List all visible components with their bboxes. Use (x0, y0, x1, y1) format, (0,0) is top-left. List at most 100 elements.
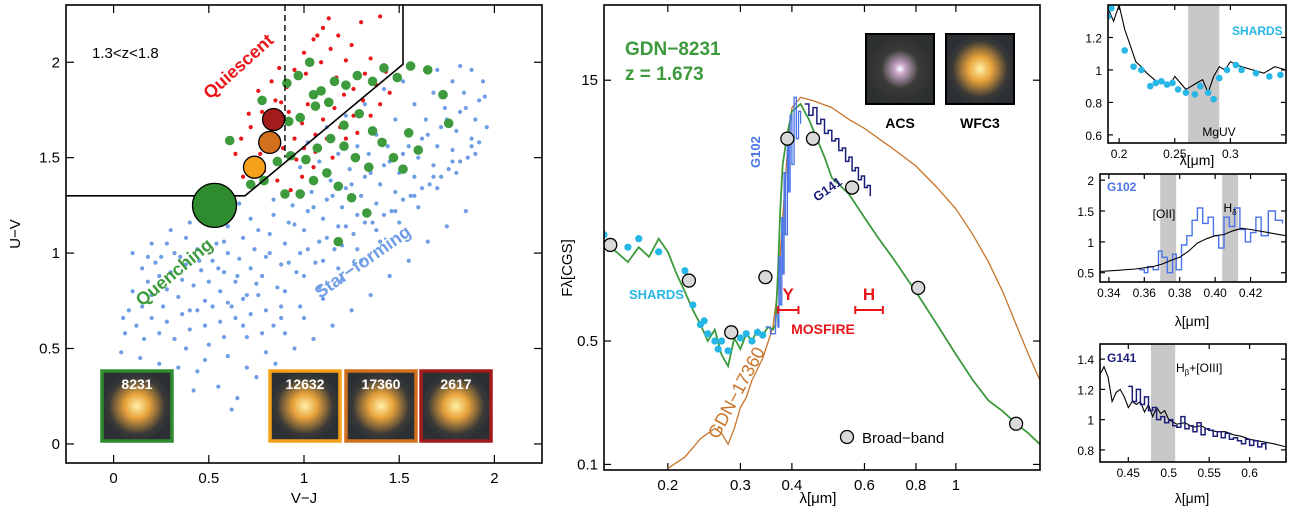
quiescent-point (233, 151, 238, 156)
starforming-point (469, 67, 474, 72)
quenching-point (422, 65, 433, 75)
shards-inset-panel: 0.2 0.25 0.3 0.6 0.8 1 1.2 SHARDS MgUV λ[μm] (1085, 4, 1287, 168)
quenching-point (413, 145, 424, 155)
sed-data (604, 96, 1040, 469)
starforming-point (183, 262, 189, 267)
x-tick-label: 0 (109, 470, 117, 487)
y-tick-label: 0.8 (1085, 96, 1102, 110)
starforming-point (389, 209, 394, 214)
starforming-point (301, 228, 307, 233)
starforming-point (206, 279, 211, 284)
starforming-point (347, 167, 352, 172)
quiescent-point (239, 136, 244, 141)
y-tick-label: 2 (52, 54, 60, 71)
quiescent-point (336, 33, 341, 38)
starforming-point (484, 125, 489, 130)
starforming-point (355, 144, 360, 149)
uvj-ylabel: U−V (7, 219, 24, 249)
starforming-point (458, 159, 463, 164)
starforming-point (339, 277, 345, 282)
shards-point (717, 337, 726, 345)
starforming-point (450, 159, 455, 164)
starforming-point (260, 331, 265, 336)
starforming-point (225, 224, 230, 229)
sed-ticks: 0.2 0.3 0.4 0.6 0.8 1 0.1 0.5 15 (577, 5, 1040, 494)
starforming-point (332, 247, 337, 252)
broadband-point (805, 131, 821, 146)
acs-label: ACS (885, 115, 915, 131)
quiescent-point (305, 102, 310, 107)
quenching-point (346, 192, 357, 203)
sed-panel: 0.2 0.3 0.4 0.6 0.8 1 0.1 0.5 15 GDN−8231 z = 1.… (559, 4, 1041, 507)
starforming-point (463, 209, 468, 214)
starforming-point (271, 323, 276, 328)
quiescent-point (355, 130, 360, 135)
starforming-point (275, 285, 280, 290)
starforming-point (425, 239, 430, 244)
uvj-starforming-label: Star−forming (311, 221, 415, 302)
quenching-point (224, 135, 235, 146)
quiescent-point (246, 111, 251, 116)
starforming-point (187, 220, 192, 225)
starforming-point (412, 102, 417, 107)
shards-inset-point (1152, 79, 1160, 87)
sed-ylabel: Fλ[CGS] (559, 239, 576, 297)
starforming-point (362, 174, 368, 179)
x-tick-label: 0.38 (1168, 286, 1192, 300)
quiescent-point (343, 58, 348, 63)
starforming-point (180, 312, 185, 317)
starforming-point (480, 79, 486, 84)
starforming-point (324, 197, 329, 202)
starforming-point (431, 163, 436, 168)
quenching-point (282, 78, 292, 89)
starforming-point (240, 235, 246, 240)
starforming-point (301, 315, 307, 321)
starforming-point (130, 250, 135, 256)
quenching-point (443, 118, 454, 129)
starforming-point (130, 289, 135, 294)
oii-band (1160, 174, 1177, 282)
quiescent-point (299, 174, 305, 179)
quiescent-point (319, 60, 324, 65)
quenching-point (308, 175, 319, 186)
starforming-point (263, 254, 269, 259)
uvj-redshift-label: 1.3<z<1.8 (92, 45, 159, 62)
starforming-point (400, 151, 406, 156)
wfc3-thumbnail (945, 33, 1015, 105)
starforming-point (368, 292, 373, 298)
starforming-point (164, 241, 170, 246)
y-tick-label: 0.6 (1085, 129, 1102, 143)
g102-inset-data (1100, 174, 1286, 282)
starforming-point (397, 220, 402, 225)
starforming-point (161, 304, 166, 309)
starforming-point (355, 247, 360, 252)
shards-point (635, 235, 643, 243)
thumbnail-8231 (100, 369, 174, 443)
sed-gdn17360-label: GDN−17360 (704, 344, 769, 442)
starforming-point (292, 222, 297, 227)
highlighted-galaxy-12632 (242, 155, 267, 179)
shards-point (681, 267, 689, 275)
starforming-point (454, 170, 459, 176)
starforming-point (349, 308, 354, 313)
quiescent-point (311, 165, 316, 170)
shards-inset-data (1108, 5, 1286, 143)
quiescent-point (303, 71, 309, 76)
wfc3-label: WFC3 (960, 115, 1000, 131)
shards-point (689, 301, 697, 309)
starforming-point (328, 178, 333, 183)
starforming-point (469, 136, 474, 141)
starforming-point (381, 163, 387, 168)
shards-inset-ticks: 0.2 0.25 0.3 0.6 0.8 1 1.2 (1085, 5, 1286, 161)
starforming-point (330, 193, 335, 198)
shards-inset-point (1182, 89, 1190, 96)
shards-inset-point (1204, 89, 1212, 96)
starforming-point (157, 361, 162, 366)
starforming-point (218, 319, 223, 324)
starforming-point (330, 323, 335, 328)
starforming-point (286, 260, 291, 265)
quiescent-point (311, 37, 316, 42)
starforming-point (225, 354, 230, 359)
x-tick-label: 1 (952, 477, 960, 494)
starforming-point (279, 262, 284, 267)
